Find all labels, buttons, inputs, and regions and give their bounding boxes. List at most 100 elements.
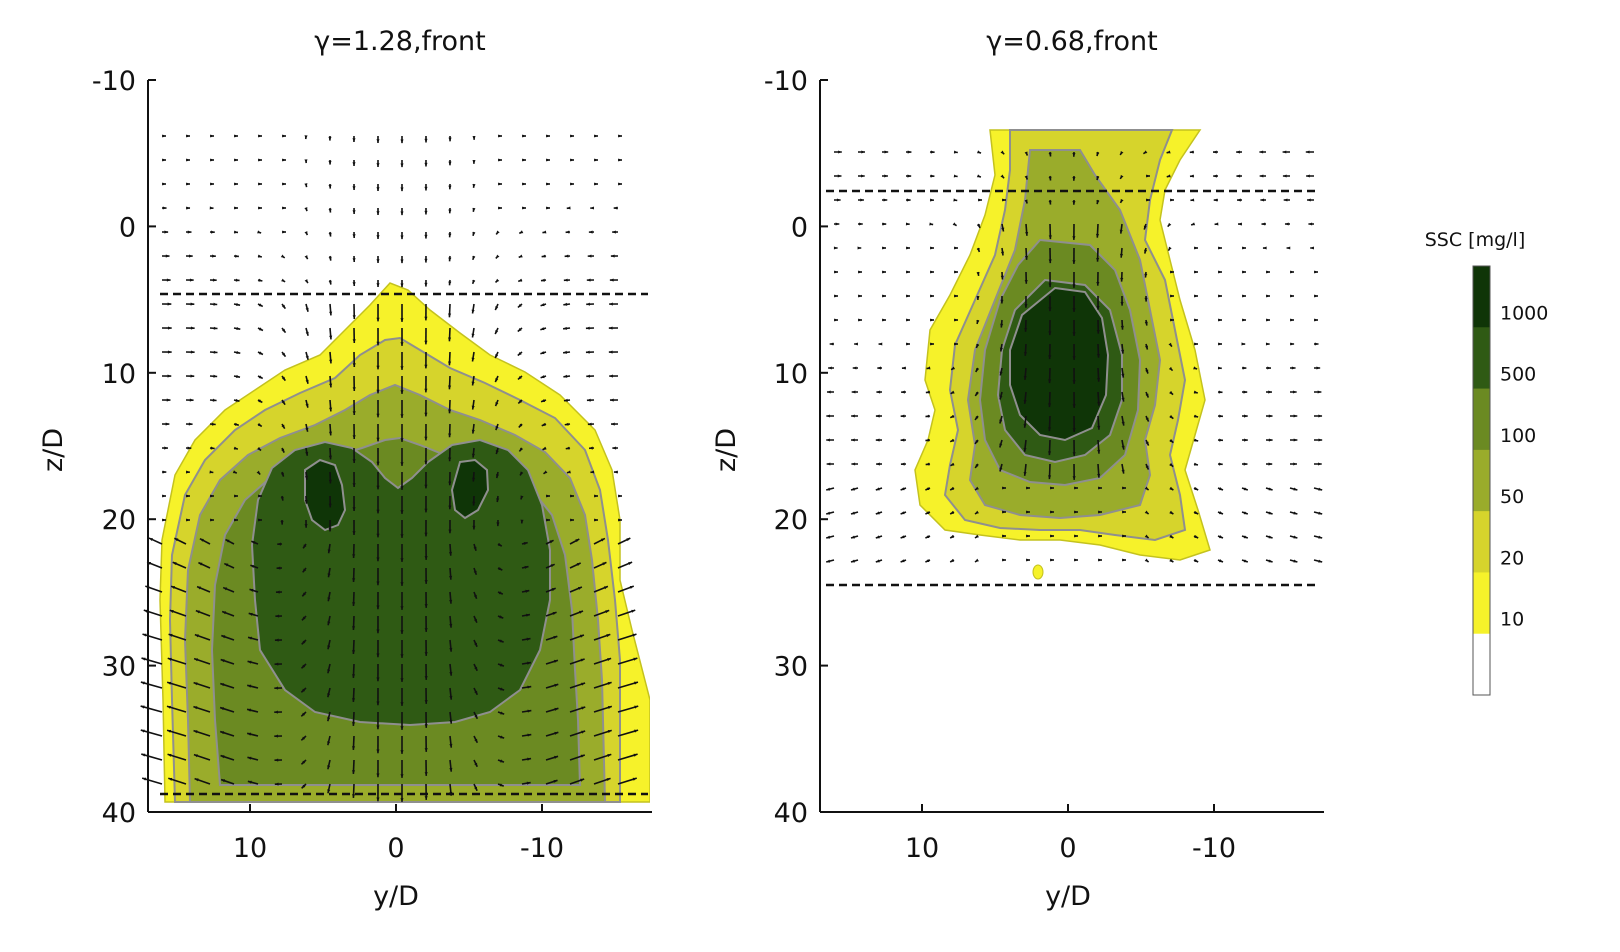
vector-arrowhead: [234, 182, 238, 186]
vector-arrowhead: [950, 414, 955, 418]
vector-arrowhead: [186, 158, 190, 162]
vector-arrowhead: [301, 640, 306, 645]
vector-arrowhead: [1145, 369, 1149, 374]
panel-left-ticks: 10 0 -10 -10 0 10 20 30 40: [92, 66, 564, 864]
vector-arrowhead: [546, 134, 550, 138]
vector-arrowhead: [546, 206, 550, 210]
vector-arrowhead: [527, 733, 532, 737]
vector-arrowhead: [551, 588, 556, 592]
vector-arrowhead: [424, 412, 428, 417]
vector-arrowhead: [258, 494, 262, 498]
vector-arrowhead: [906, 198, 911, 202]
vector-arrowhead: [542, 446, 547, 450]
vector-arrowhead: [376, 557, 380, 562]
vector-arrowhead: [448, 409, 452, 414]
vector-arrowhead: [235, 278, 240, 282]
vector-arrowhead: [540, 327, 545, 331]
vector-arrowhead: [1194, 342, 1198, 346]
vector-arrowhead: [280, 472, 284, 477]
vector-arrowhead: [1024, 199, 1028, 204]
vector-arrowhead: [167, 350, 172, 354]
vector-arrowhead: [882, 246, 886, 250]
vector-arrowhead: [1048, 403, 1052, 408]
vector-arrowhead: [975, 558, 979, 562]
vector-arrowhead: [826, 390, 831, 394]
vector-arrowhead: [236, 302, 241, 306]
vector-arrowhead: [1236, 150, 1240, 154]
vector-arrowhead: [495, 306, 499, 311]
vector-arrowhead: [1023, 471, 1027, 476]
panel-left-x-label: y/D: [373, 881, 419, 912]
vector-arrowhead: [1048, 379, 1052, 384]
vector-arrowhead: [376, 259, 380, 263]
vector-arrowhead: [563, 302, 568, 306]
vector-arrowhead: [1170, 198, 1174, 202]
vector-arrowhead: [247, 756, 252, 760]
vector-arrowhead: [1242, 318, 1246, 322]
vector-arrowhead: [448, 361, 452, 366]
vector-arrowhead: [400, 163, 404, 168]
vector-arrowhead: [1072, 332, 1076, 336]
vector-arrowhead: [1218, 246, 1222, 250]
vector-arrowhead: [274, 638, 279, 642]
vector-arrowhead: [554, 731, 559, 735]
vector-arrowhead: [194, 778, 199, 782]
vector-arrowhead: [542, 230, 547, 234]
vector-arrowhead: [1074, 510, 1078, 514]
vector-arrowhead: [826, 438, 830, 442]
vector-arrowhead: [424, 508, 428, 513]
vector-arrowhead: [613, 206, 618, 210]
vector-arrowhead: [448, 481, 452, 486]
vector-arrowhead: [167, 681, 172, 685]
vector-arrowhead: [976, 247, 980, 252]
panel-right: γ=0.68,front 10 0 -10 -10 0 10 20 30 40 y/D z/D: [711, 26, 1324, 912]
vector-arrowhead: [171, 586, 176, 590]
colorbar-swatch: [1473, 327, 1490, 390]
vector-arrowhead: [305, 427, 309, 432]
vector-arrowhead: [1194, 318, 1198, 322]
vector-arrowhead: [580, 778, 585, 782]
vector-arrowhead: [424, 628, 428, 632]
panel-right-title: γ=0.68,front: [986, 26, 1158, 57]
vector-arrowhead: [274, 710, 278, 714]
vector-arrowhead: [1190, 198, 1195, 202]
vector-arrowhead: [376, 341, 380, 346]
vector-arrowhead: [1266, 294, 1270, 298]
vector-arrowhead: [400, 139, 404, 144]
vector-arrowhead: [274, 734, 279, 738]
panel-left-y-label: z/D: [38, 428, 69, 472]
vector-arrowhead: [376, 749, 380, 754]
vector-arrowhead: [400, 187, 404, 192]
vector-arrowhead: [553, 659, 558, 663]
vector-arrowhead: [400, 235, 404, 240]
vector-arrowhead: [376, 187, 380, 191]
vector-arrowhead: [302, 568, 307, 573]
vector-arrowhead: [140, 705, 145, 709]
vector-arrowhead: [618, 158, 622, 162]
y-tick-label: 10: [774, 359, 808, 390]
vector-arrowhead: [976, 272, 980, 276]
vector-arrowhead: [327, 693, 331, 698]
vector-arrowhead: [449, 671, 453, 676]
vector-arrowhead: [1243, 462, 1248, 466]
vector-arrowhead: [301, 616, 306, 621]
vector-arrowhead: [925, 462, 930, 466]
vector-arrowhead: [327, 741, 331, 746]
vector-arrowhead: [189, 398, 194, 402]
vector-arrowhead: [884, 174, 888, 178]
vector-arrowhead: [424, 186, 428, 191]
vector-arrowhead: [590, 206, 594, 210]
colorbar-frame: [1472, 265, 1491, 696]
vector-arrowhead: [165, 422, 170, 426]
vector-arrowhead: [352, 387, 356, 391]
vector-arrowhead: [1072, 356, 1076, 360]
vector-arrowhead: [1219, 511, 1223, 515]
vector-arrowhead: [1072, 308, 1076, 312]
vector-arrowhead: [352, 186, 356, 190]
vector-arrowhead: [280, 520, 284, 525]
vector-arrowhead: [1189, 174, 1194, 178]
vector-arrowhead: [376, 581, 380, 586]
vector-arrowhead: [520, 519, 524, 524]
vector-arrowhead: [250, 565, 255, 569]
vector-arrowhead: [280, 254, 285, 258]
